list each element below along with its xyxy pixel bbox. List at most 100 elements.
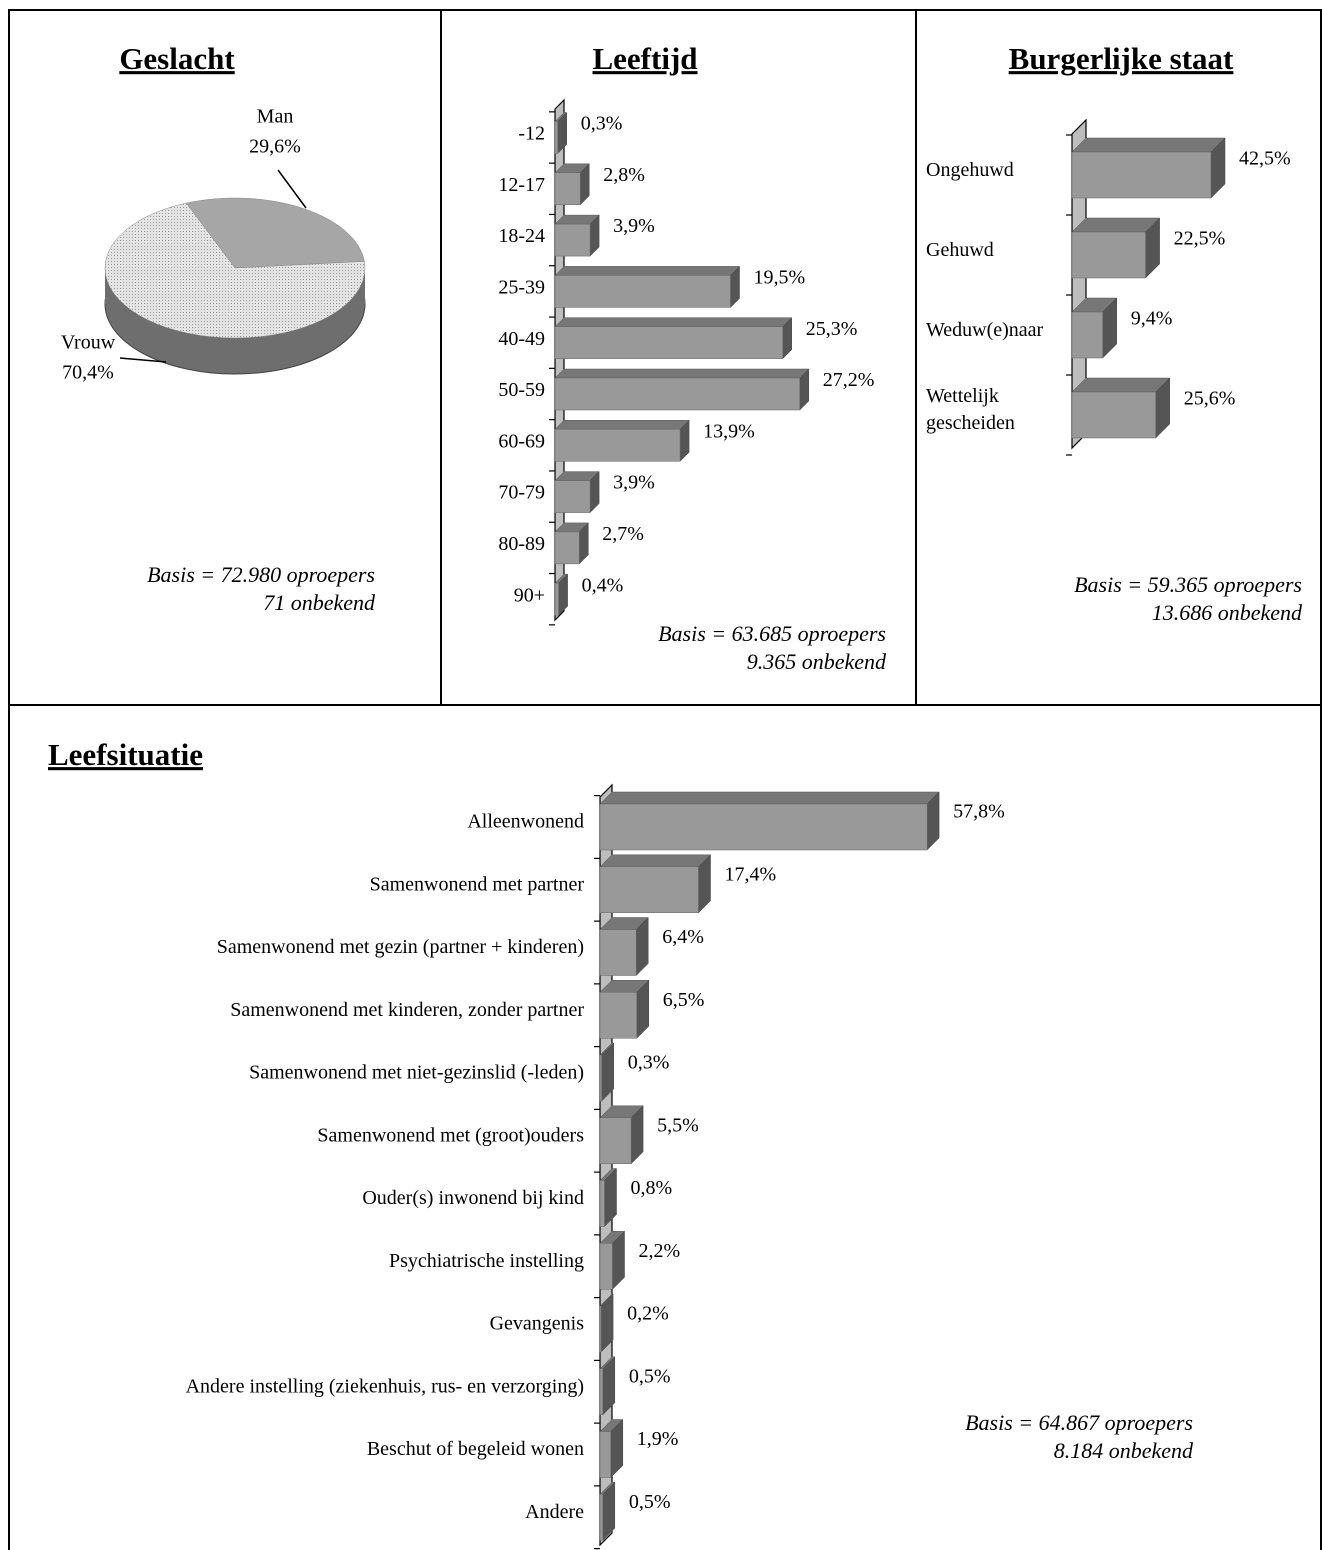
chart-title: Leefsituatie xyxy=(48,737,203,772)
chart-title: Geslacht xyxy=(119,41,235,76)
bar xyxy=(554,582,559,616)
bar xyxy=(599,1054,602,1102)
basis-note: 9.365 onbekend xyxy=(747,649,887,674)
category-label: Wettelijk gescheiden xyxy=(926,385,1015,434)
bar-top xyxy=(1071,217,1161,233)
value-label: 3,9% xyxy=(613,472,655,494)
chart-title: Burgerlijke staat xyxy=(1009,41,1234,76)
category-label: Ouder(s) inwonend bij kind xyxy=(362,1187,584,1209)
value-label: 27,2% xyxy=(823,369,875,391)
category-label: Weduw(e)naar xyxy=(926,318,1044,341)
bar xyxy=(554,223,591,257)
value-label: 1,9% xyxy=(637,1428,679,1450)
basis-note: Basis = 59.365 oproepers xyxy=(1074,572,1302,597)
bar xyxy=(1071,311,1103,359)
value-label: 6,4% xyxy=(662,926,704,948)
bar xyxy=(1071,231,1146,279)
category-label: Ongehuwd xyxy=(926,158,1014,181)
frame xyxy=(8,9,1322,1550)
value-label: 0,4% xyxy=(582,574,624,596)
bar xyxy=(599,1494,604,1541)
bar xyxy=(599,929,637,976)
pie-slice xyxy=(104,202,366,339)
category-label: Andere xyxy=(525,1501,584,1523)
value-label: 13,9% xyxy=(703,420,755,442)
category-label: Samenwonend met (groot)ouders xyxy=(317,1124,584,1146)
leader-line xyxy=(119,357,167,363)
category-label: 25-39 xyxy=(498,276,545,298)
basis-note: Basis = 63.685 oproepers xyxy=(658,621,886,646)
value-label: 3,9% xyxy=(613,215,655,237)
value-label: 2,2% xyxy=(638,1240,680,1262)
category-label: Andere instelling (ziekenhuis, rus- en v… xyxy=(186,1375,584,1397)
category-label-box: Weduw(e)naar xyxy=(926,318,1044,341)
category-label: 12-17 xyxy=(498,174,545,196)
slice-label: Man xyxy=(257,106,294,128)
category-label: Samenwonend met niet-gezinslid (-leden) xyxy=(249,1062,584,1084)
category-label: Gehuwd xyxy=(926,238,994,261)
category-label: Alleenwonend xyxy=(467,811,584,833)
category-label: 60-69 xyxy=(498,430,545,452)
value-label: 25,3% xyxy=(806,318,858,340)
category-label: Gevangenis xyxy=(490,1313,585,1335)
category-label: 90+ xyxy=(514,584,545,606)
chart-title: Leeftijd xyxy=(592,41,697,76)
pie-slice xyxy=(185,197,365,269)
bar xyxy=(599,1368,604,1415)
bar xyxy=(1071,151,1212,199)
value-label: 2,7% xyxy=(602,523,644,545)
bar xyxy=(554,121,558,154)
basis-note: 13.686 onbekend xyxy=(1152,600,1303,625)
bar-top xyxy=(599,854,712,868)
bar xyxy=(554,172,581,206)
value-label: 0,3% xyxy=(628,1052,670,1074)
bar xyxy=(599,803,928,851)
category-label-box: Gehuwd xyxy=(926,238,994,261)
slice-value: 29,6% xyxy=(249,136,301,158)
value-label: 2,8% xyxy=(603,164,645,186)
value-label: 0,3% xyxy=(581,113,623,135)
bar xyxy=(599,1305,602,1353)
bar xyxy=(599,1117,632,1164)
bar xyxy=(554,429,681,462)
bar-top xyxy=(554,368,810,379)
bar xyxy=(554,531,580,565)
bar xyxy=(554,275,731,308)
value-label: 17,4% xyxy=(724,863,776,885)
basis-note: 71 onbekend xyxy=(263,590,376,615)
bar-top xyxy=(554,266,741,276)
slice-value: 70,4% xyxy=(62,362,114,384)
category-label: 40-49 xyxy=(498,328,545,350)
bar xyxy=(599,866,699,913)
bar-top xyxy=(1071,137,1226,153)
bar xyxy=(599,1180,605,1227)
bar xyxy=(599,992,638,1039)
bar xyxy=(599,1431,612,1478)
category-label-box: Wettelijk gescheiden xyxy=(926,385,1015,434)
category-label: 50-59 xyxy=(498,379,545,401)
value-label: 0,2% xyxy=(627,1303,669,1325)
leader-line xyxy=(277,169,307,209)
value-label: 42,5% xyxy=(1239,148,1291,170)
value-label: 0,5% xyxy=(629,1365,671,1387)
value-label: 6,5% xyxy=(663,989,705,1011)
category-label: 18-24 xyxy=(498,225,545,247)
basis-note: Basis = 64.867 oproepers xyxy=(965,1410,1193,1435)
basis-note: 8.184 onbekend xyxy=(1054,1438,1194,1463)
bar xyxy=(1071,391,1156,439)
value-label: 0,5% xyxy=(629,1491,671,1513)
slice-label: Vrouw xyxy=(61,332,116,354)
bar-top xyxy=(1071,377,1171,393)
category-label: Samenwonend met partner xyxy=(370,873,585,895)
bar xyxy=(554,480,591,513)
value-label: 22,5% xyxy=(1174,228,1226,250)
bar-top xyxy=(554,420,690,430)
value-label: 25,6% xyxy=(1184,388,1236,410)
value-label: 19,5% xyxy=(754,266,806,288)
bar-top xyxy=(599,791,940,805)
category-label: -12 xyxy=(518,123,545,145)
bar-top xyxy=(554,317,793,327)
value-label: 9,4% xyxy=(1131,308,1173,330)
